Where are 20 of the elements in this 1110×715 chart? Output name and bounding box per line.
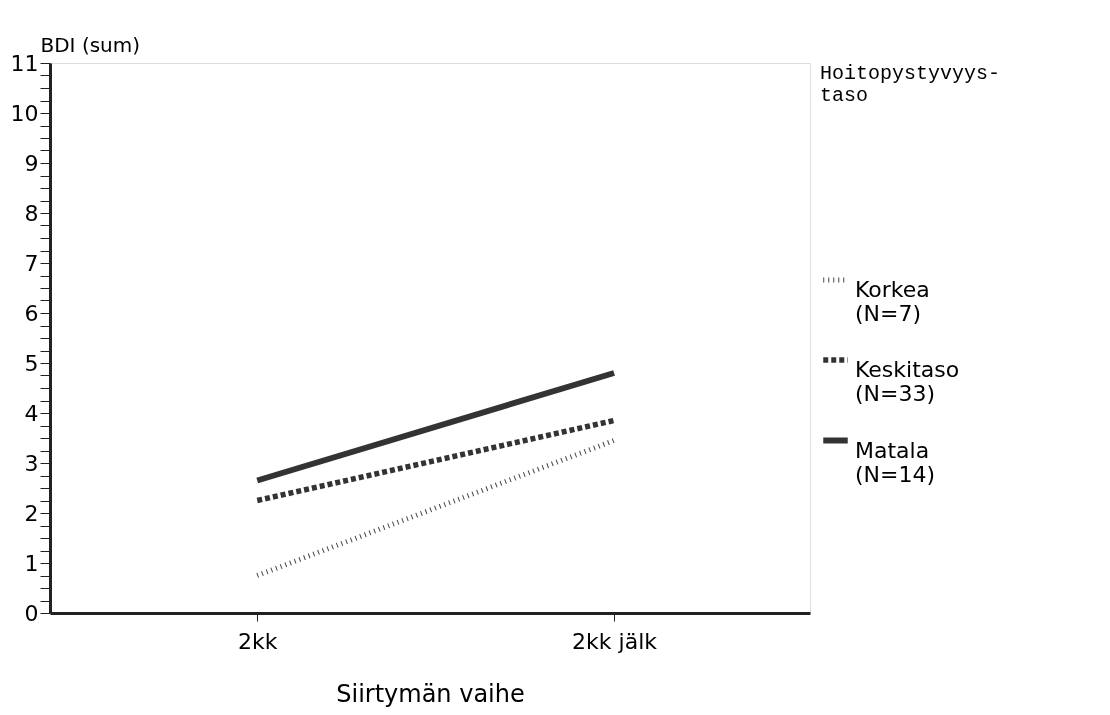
y-tick-label: 4 [24,400,39,426]
legend-title: Hoitopystyvyys- taso [820,62,1001,107]
legend-label: Matala (N=14) [855,437,936,487]
y-tick-label: 0 [24,600,39,626]
y-tick-label: 5 [24,350,39,376]
y-tick-label: 11 [10,50,39,76]
x-tick-label: 2kk jälk [572,628,658,654]
y-tick-label: 2 [24,500,39,526]
y-axis-title: BDI (sum) [40,32,141,57]
y-tick-label: 6 [24,300,39,326]
y-tick-label: 9 [24,150,39,176]
y-tick-label: 3 [24,450,39,476]
y-tick-label: 10 [10,100,39,126]
y-tick-label: 8 [24,200,39,226]
y-tick-label: 1 [24,550,39,576]
y-tick-label: 7 [24,250,39,276]
legend-label: Keskitaso (N=33) [855,357,960,406]
legend-label: Korkea (N=7) [855,277,930,326]
x-axis-title: Siirtymän vaihe [336,679,525,708]
x-tick-label: 2kk [238,628,278,654]
